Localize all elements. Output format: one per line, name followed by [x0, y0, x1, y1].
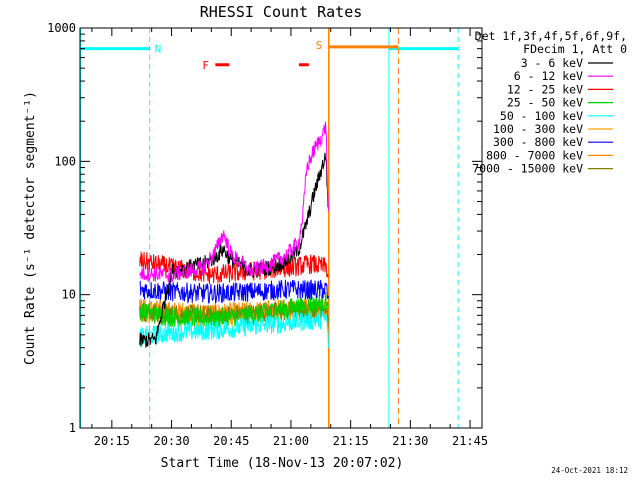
legend-label-4: 25 - 50 keV	[507, 96, 583, 110]
x-tick-label-3: 20:45	[213, 434, 249, 448]
legend-header-line-2: FDecim 1, Att 0	[523, 42, 627, 56]
series-line-7	[139, 279, 329, 304]
x-axis-label: Start Time (18-Nov-13 20:07:02)	[161, 456, 404, 471]
chart-title: RHESSI Count Rates	[200, 3, 363, 21]
x-tick-label-6: 21:30	[392, 434, 428, 448]
night-label: N	[155, 43, 162, 56]
y-tick-label-3: 100	[54, 154, 76, 168]
legend-label-2: 6 - 12 keV	[514, 69, 583, 83]
saa-label: S	[316, 39, 323, 52]
series-line-5	[139, 310, 329, 348]
legend-label-8: 800 - 7000 keV	[486, 148, 583, 162]
plot-frame	[79, 27, 483, 429]
x-tick-label-5: 21:15	[333, 434, 369, 448]
x-tick-label-1: 20:15	[94, 434, 130, 448]
flare-label: F	[202, 59, 209, 72]
legend-label-5: 50 - 100 keV	[500, 109, 583, 123]
y-tick-label-2: 10	[62, 288, 76, 302]
legend-label-3: 12 - 25 keV	[507, 82, 583, 96]
legend-label-9: 7000 - 15000 keV	[472, 162, 583, 176]
legend-header-line-1: Det 1f,3f,4f,5f,6f,9f,	[475, 29, 627, 43]
x-tick-label-2: 20:30	[153, 434, 189, 448]
x-tick-label-7: 21:45	[452, 434, 488, 448]
legend-label-6: 100 - 300 keV	[493, 122, 583, 136]
legend-label-7: 300 - 800 keV	[493, 135, 583, 149]
series-line-2	[139, 121, 329, 283]
y-tick-label-1: 1	[69, 421, 76, 435]
footer-timestamp: 24-Oct-2021 18:12	[551, 466, 628, 475]
legend: Det 1f,3f,4f,5f,6f,9f, FDecim 1, Att 0 3…	[472, 29, 627, 176]
series-line-4	[139, 291, 329, 328]
x-tick-label-4: 21:00	[273, 434, 309, 448]
axes: 20:15 20:30 20:45 21:00 21:15 21:30 21:45 1 10 10…	[47, 21, 488, 448]
series-line-3	[139, 251, 329, 285]
series-layer	[139, 121, 329, 348]
y-tick-label-4: 1000	[47, 21, 76, 35]
y-axis-label: Count Rate (s⁻¹ detector segment⁻¹)	[23, 91, 38, 365]
legend-label-1: 3 - 6 keV	[521, 56, 583, 70]
